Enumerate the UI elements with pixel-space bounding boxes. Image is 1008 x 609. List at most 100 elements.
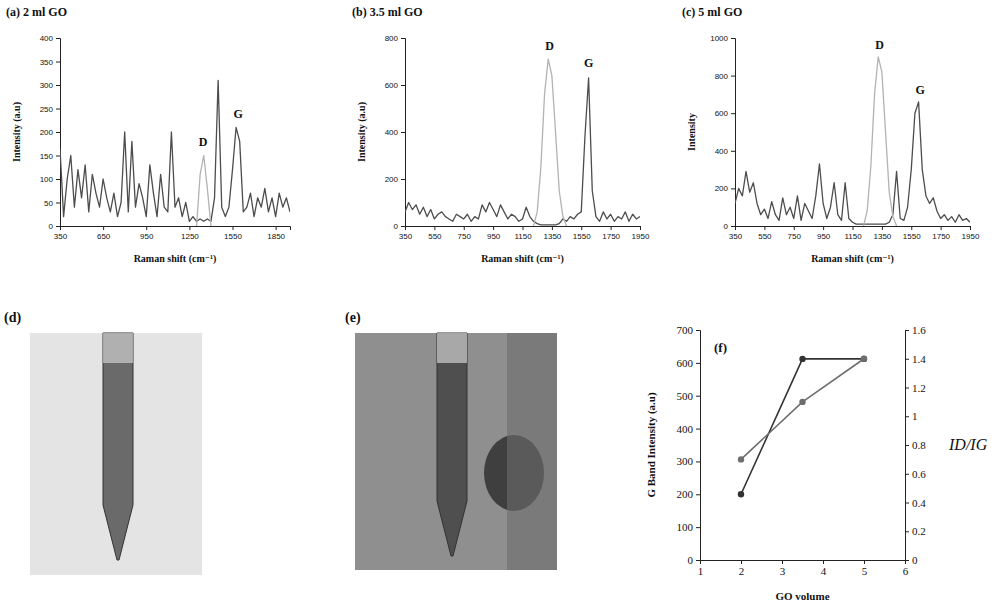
y-axis: 0200400600800 [385,34,406,231]
x-axis-tick: 950 [487,226,501,241]
x-axis-tick-label: 1750 [932,232,950,241]
x-axis-tick-mark [823,226,824,230]
x-axis-tick-mark [941,226,942,230]
y2-axis-tick-mark [905,388,909,389]
x-axis-tick-mark [970,226,971,230]
y-axis-tick-label: 500 [677,390,694,402]
x-axis-tick-label: 1350 [543,232,561,241]
y-axis-tick-mark [731,38,735,39]
x-axis-tick-mark [233,226,234,230]
y-axis-tick: 200 [40,128,60,137]
y2-axis-tick-label: 0.8 [912,439,926,451]
y-axis-tick-mark [56,109,60,110]
y-axis-tick-label: 0 [688,554,694,566]
y-axis-tick-mark [401,85,405,86]
y2-axis-tick-mark [905,531,909,532]
y-axis-tick-mark [731,151,735,152]
y-axis-tick: 200 [677,488,701,500]
y-axis-tick-label: 300 [40,81,54,90]
x-axis-tick-label: 750 [788,232,802,241]
y2-axis-tick-label: 1.6 [912,324,926,336]
x-axis-tick: 1250 [181,226,199,241]
x-axis-tick: 750 [458,226,472,241]
x-axis-tick-label: 5 [862,565,868,577]
y-axis-tick-label: 400 [40,34,54,43]
y-axis-tick-mark [731,226,735,227]
y-axis-tick: 600 [715,109,735,118]
y-axis-tick: 800 [715,72,735,81]
x-axis: 35055075095011501350155017501950 [729,226,980,241]
x-axis-title: Raman shift (cm⁻¹) [811,253,894,265]
x-axis-tick-label: 1250 [181,232,199,241]
x-axis-tick: 1150 [844,226,862,241]
y-axis-tick: 400 [715,147,735,156]
photo-background [30,333,202,575]
y-axis: 0100200300400500600700 [677,324,701,566]
y2-axis-tick-label: 1.2 [912,382,926,394]
x-axis-line [701,561,906,565]
y2-axis-tick: 1 [905,410,918,422]
x-axis-tick-mark [882,226,883,230]
x-axis-tick: 1950 [632,226,650,241]
x-axis-tick-label: 1950 [962,232,980,241]
y-axis-tick-mark [731,76,735,77]
x-axis-tick-label: 550 [428,232,442,241]
x-axis-tick-label: 1550 [573,232,591,241]
x-axis-tick-mark [464,226,465,230]
x-axis-tick-mark [611,226,612,230]
y-axis-tick-label: 800 [715,72,729,81]
y-axis-title: Intensity (a.u) [11,102,23,162]
y-axis-tick-label: 0 [394,222,399,231]
peak-label: D [545,39,554,53]
tube-top [437,333,467,363]
y-axis-tick-mark [731,113,735,114]
x-axis-tick: 1950 [962,226,980,241]
x-axis-tick-label: 1850 [267,232,285,241]
peak-label: G [915,83,924,97]
panel-letter: (d) [4,310,21,326]
y-axis-tick-label: 100 [677,521,694,533]
x-axis-tick-mark [189,226,190,230]
x-axis-line [736,227,971,231]
x-axis-tick-label: 1750 [602,232,620,241]
y2-axis-tick-mark [905,503,909,504]
y2-axis-tick-mark [905,474,909,475]
x-axis-tick: 1750 [602,226,620,241]
y-axis-tick: 200 [385,175,405,184]
plot-marks [405,59,640,226]
x-axis-tick: 1850 [267,226,285,241]
x-axis-tick-label: 1350 [873,232,891,241]
y-axis-tick: 400 [677,423,701,435]
y-axis-tick-mark [696,429,700,430]
plot-marks [738,356,867,498]
x-axis-tick-label: 1150 [844,232,862,241]
x-axis-tick-label: 4 [821,565,827,577]
y-axis-tick: 50 [44,199,60,208]
x-axis-tick-label: 950 [140,232,154,241]
y-axis-tick-label: 150 [40,152,54,161]
y-axis-tick-mark [401,179,405,180]
y-axis-tick-label: 200 [677,488,694,500]
y-axis-tick-label: 700 [677,324,694,336]
y-axis-tick-label: 800 [385,34,399,43]
x-axis-tick-label: 3 [780,565,786,577]
y-axis-title: Intensity [686,113,697,151]
y-axis-tick: 100 [677,521,701,533]
y2-axis-tick: 1.2 [905,382,926,394]
x-axis-tick-label: 1550 [224,232,242,241]
x-axis-tick-mark [911,226,912,230]
y-axis-tick: 400 [385,128,405,137]
y2-axis-tick-label: 1 [912,410,918,422]
x-axis-tick: 5 [862,560,868,577]
series-line [60,80,290,221]
series-line [735,102,970,224]
y-axis: 050100150200250300350400 [40,34,61,231]
y-axis-tick-mark [56,179,60,180]
x-axis-tick-label: 650 [97,232,111,241]
y-axis-tick: 200 [715,184,735,193]
y-axis-tick-label: 250 [40,105,54,114]
x-axis-tick: 350 [729,226,743,241]
y2-axis-tick-label: 0 [912,554,918,566]
y-axis-tick-mark [401,132,405,133]
x-axis-tick-mark [552,226,553,230]
